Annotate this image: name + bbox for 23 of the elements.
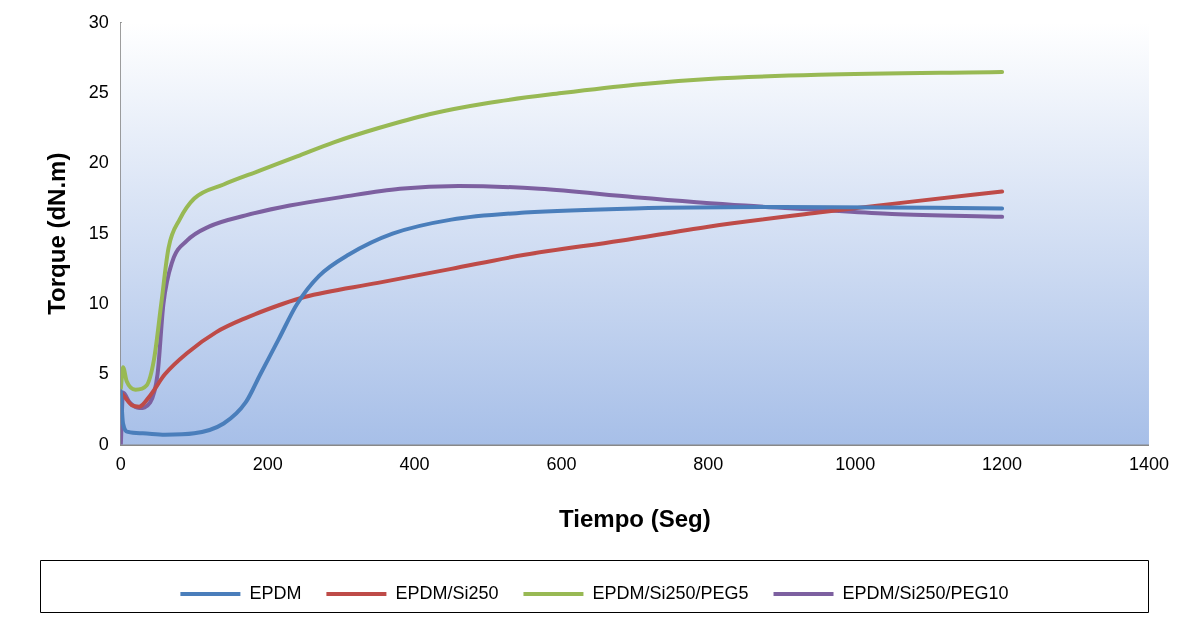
x-tick-label: 400	[399, 454, 430, 475]
y-tick-label: 25	[88, 82, 109, 103]
legend-label: EPDM/Si250/PEG10	[842, 582, 1009, 603]
x-tick-label: 600	[546, 454, 577, 475]
y-tick-label: 20	[88, 152, 109, 173]
x-axis-title: Tiempo (Seg)	[559, 505, 711, 533]
y-axis-title: Torque (dN.m)	[43, 152, 71, 315]
y-tick-label: 10	[88, 292, 109, 313]
legend-label: EPDM/Si250	[395, 582, 499, 603]
y-tick-label: 5	[98, 363, 109, 384]
y-tick-label: 15	[88, 222, 109, 243]
y-tick-label: 0	[98, 433, 109, 454]
y-tick-label: 30	[88, 11, 109, 32]
x-tick-label: 800	[693, 454, 724, 475]
x-tick-label: 1400	[1128, 454, 1169, 475]
line-series	[120, 189, 1005, 409]
x-tick-label: 200	[252, 454, 283, 475]
legend-label: EPDM/Si250/PEG5	[592, 582, 749, 603]
x-tick-label: 1200	[982, 454, 1023, 475]
line-series	[120, 70, 1005, 392]
x-tick-label: 1000	[835, 454, 876, 475]
legend-label: EPDM	[249, 582, 302, 603]
x-tick-label: 0	[115, 454, 126, 475]
